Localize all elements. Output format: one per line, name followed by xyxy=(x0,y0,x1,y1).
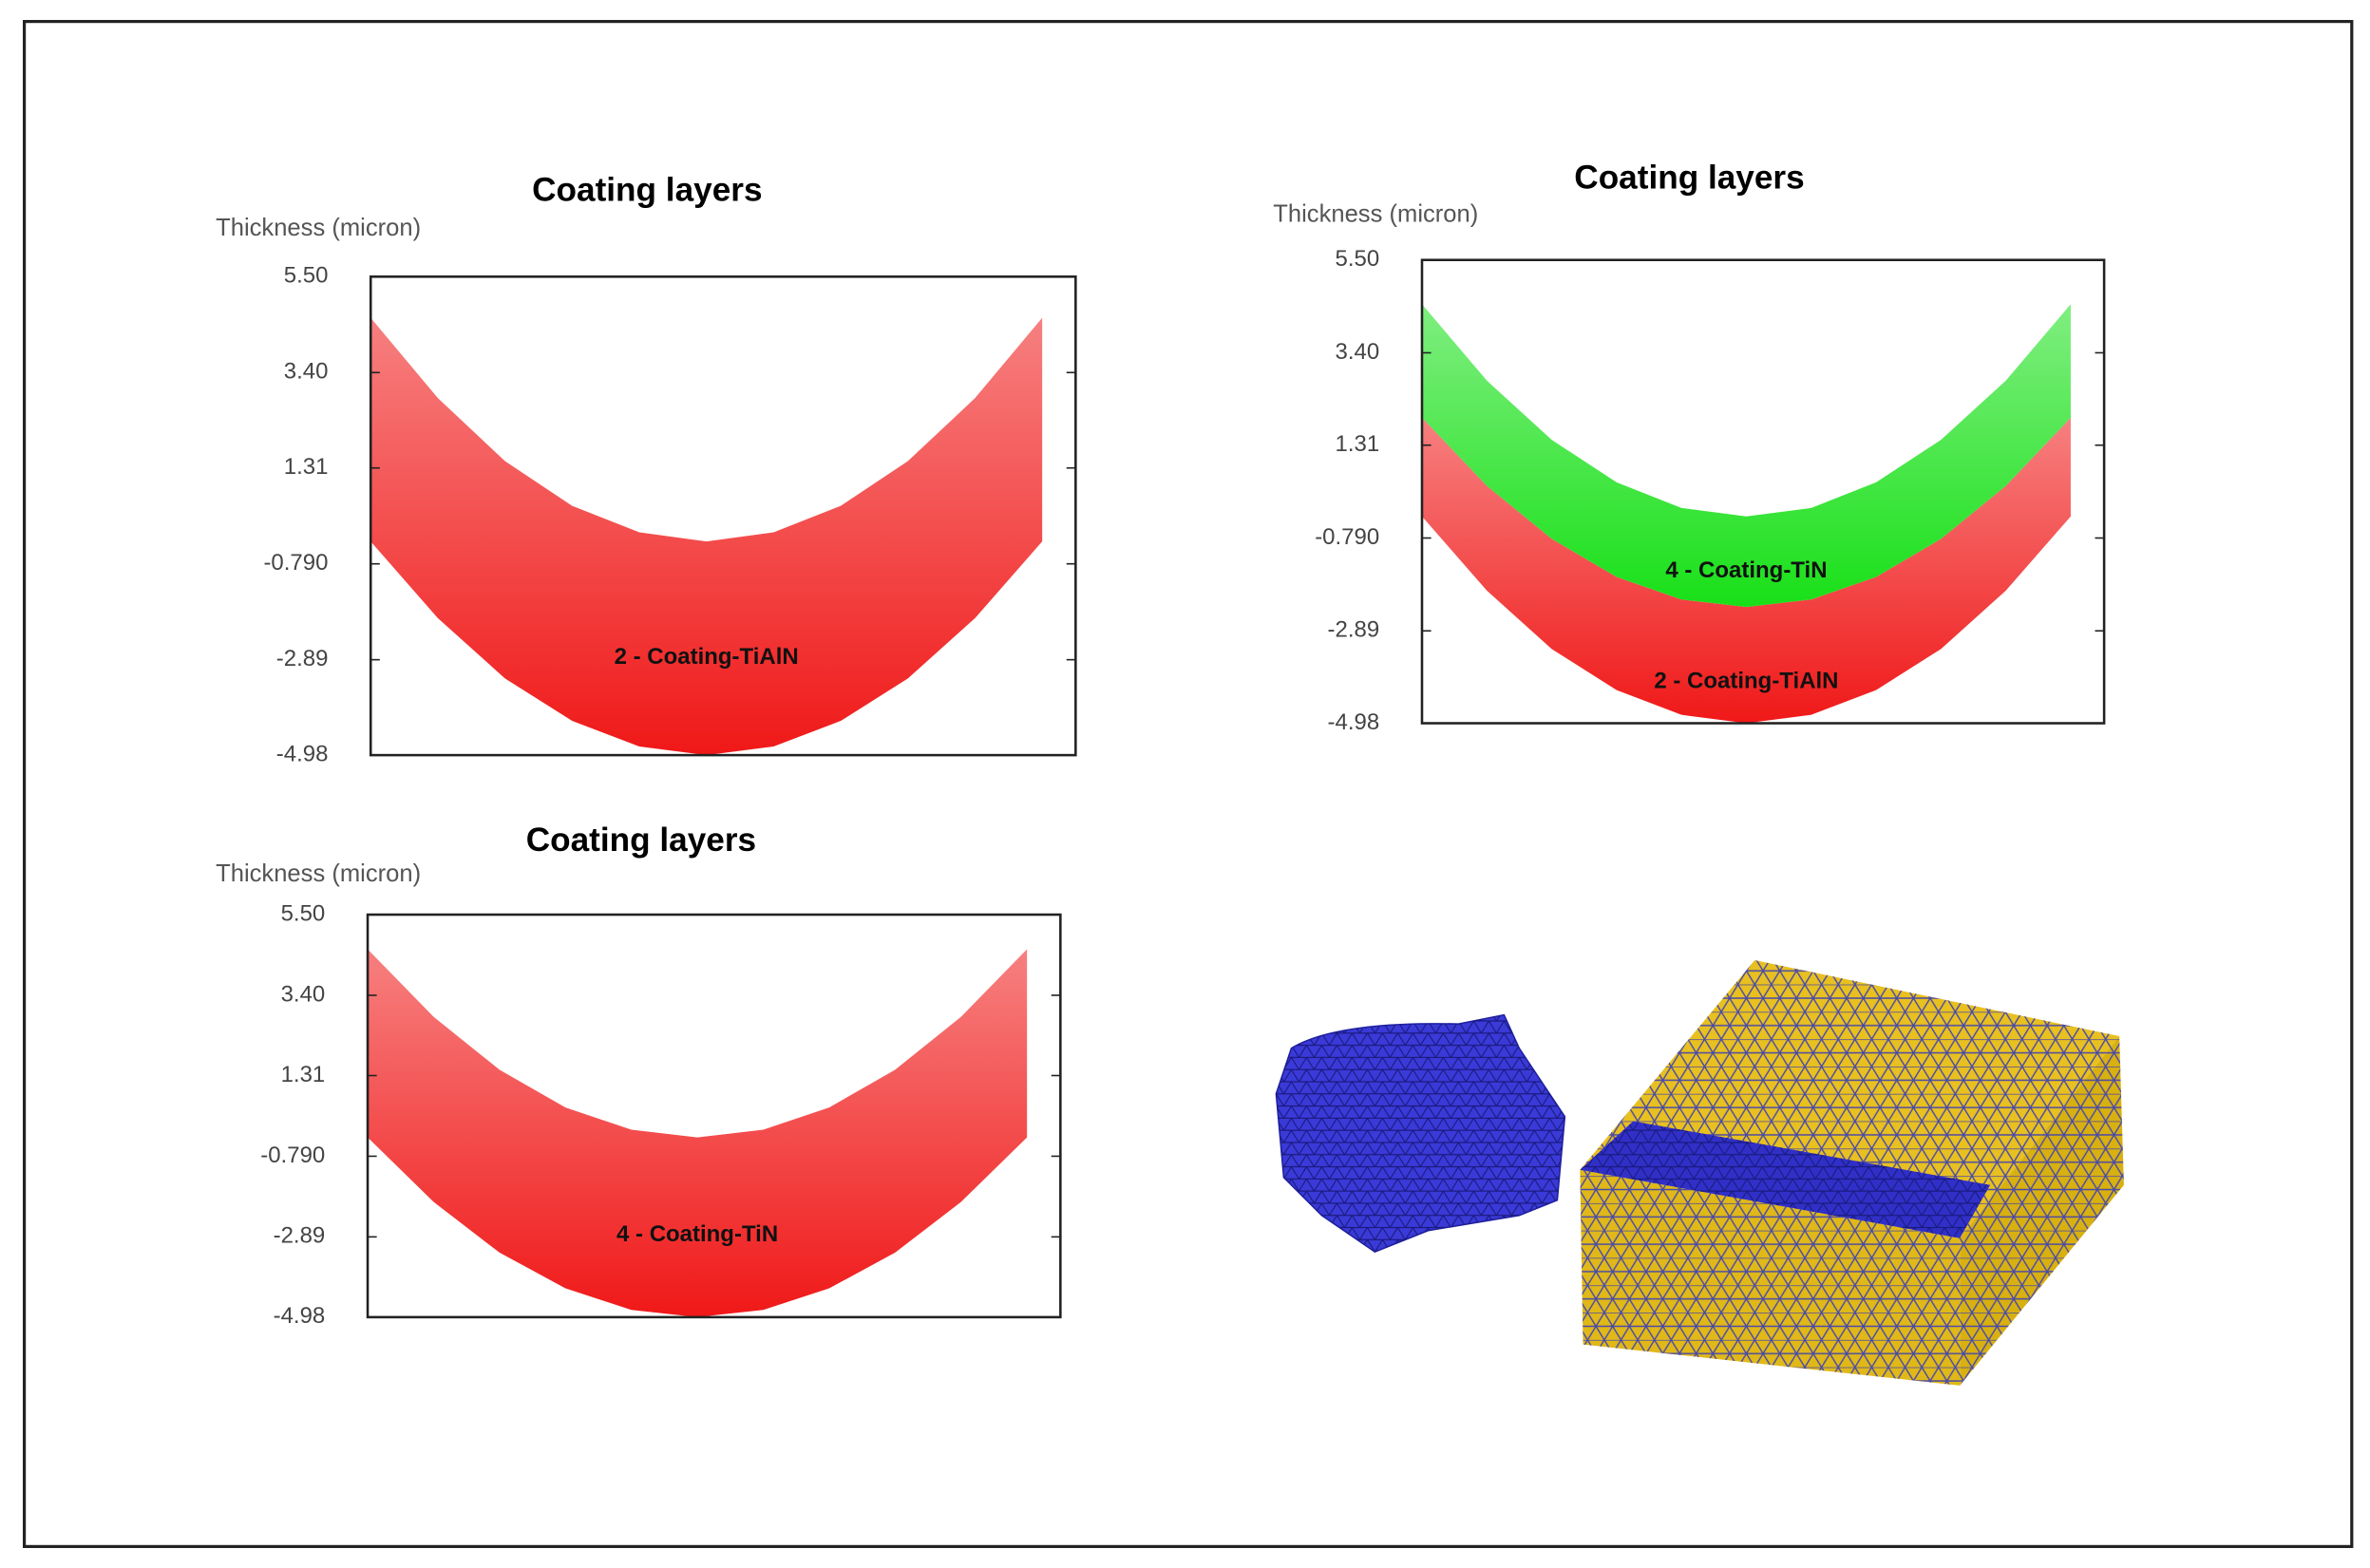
y-tick-label: 5.50 xyxy=(284,263,329,289)
y-tick-label: 1.31 xyxy=(1336,431,1380,457)
band-area xyxy=(370,317,1043,756)
y-tick-label: -2.89 xyxy=(276,646,329,671)
chart-title: Coating layers xyxy=(1574,160,1804,197)
plot-frame xyxy=(369,275,1077,757)
y-tick-label: 3.40 xyxy=(281,981,326,1007)
y-tick-label: 5.50 xyxy=(281,900,326,926)
band-label: 2 - Coating-TiAlN xyxy=(1654,669,1838,694)
y-tick-label: -0.790 xyxy=(1315,524,1379,550)
mesh-illustration xyxy=(1275,960,2124,1386)
band-area xyxy=(368,949,1028,1317)
y-tick-label: 3.40 xyxy=(1336,339,1380,365)
y-tick-label: -4.98 xyxy=(276,741,329,766)
band-area xyxy=(1422,417,2071,724)
chart-title: Coating layers xyxy=(532,171,762,208)
y-tick-label: -2.89 xyxy=(1328,617,1380,643)
y-axis-label: Thickness (micron) xyxy=(216,215,421,241)
y-tick-label: -4.98 xyxy=(274,1303,326,1329)
chart-title: Coating layers xyxy=(526,822,756,859)
y-tick-label: 3.40 xyxy=(284,359,329,385)
y-axis-label: Thickness (micron) xyxy=(1273,201,1478,228)
y-tick-label: -0.790 xyxy=(260,1143,325,1168)
y-tick-label: -0.790 xyxy=(263,550,328,576)
y-axis-label: Thickness (micron) xyxy=(216,860,421,887)
band-label: 2 - Coating-TiAlN xyxy=(615,644,799,670)
y-tick-label: -2.89 xyxy=(274,1223,326,1249)
y-tick-label: -4.98 xyxy=(1328,709,1380,735)
band-label: 4 - Coating-TiN xyxy=(616,1221,778,1247)
y-tick-label: 1.31 xyxy=(281,1062,326,1087)
band-label: 4 - Coating-TiN xyxy=(1665,557,1827,583)
y-tick-label: 1.31 xyxy=(284,454,329,480)
band-area xyxy=(1422,304,2071,608)
plot-frame xyxy=(1420,258,2106,725)
plot-frame xyxy=(366,913,1062,1319)
y-tick-label: 5.50 xyxy=(1336,246,1380,272)
